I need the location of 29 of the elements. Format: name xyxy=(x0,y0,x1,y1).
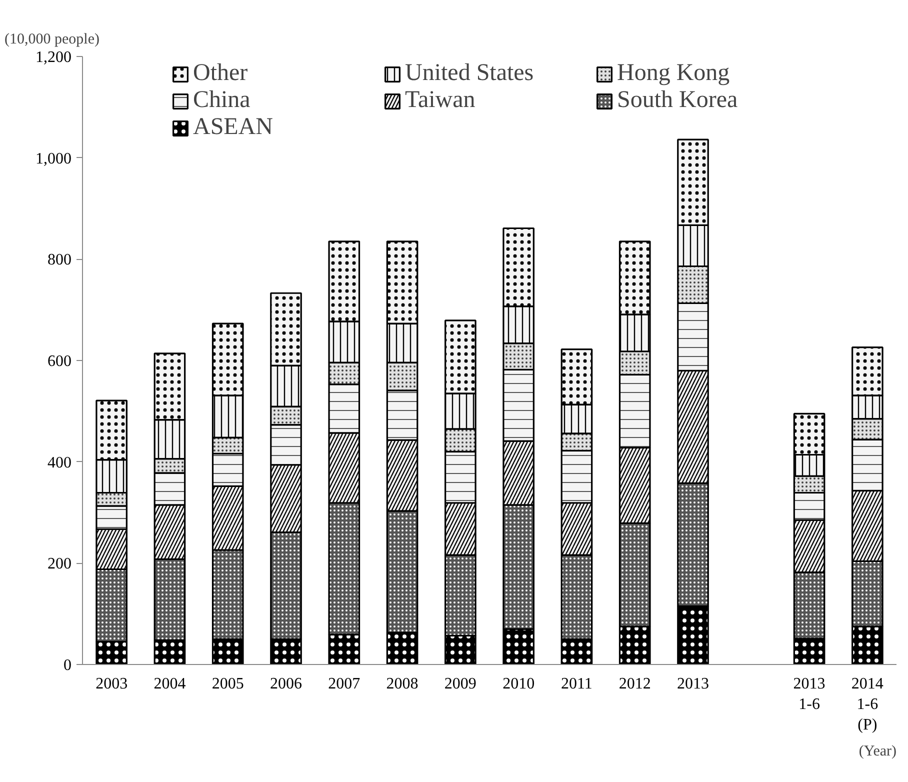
y-tick-label: 400 xyxy=(48,454,72,472)
x-tick-label: 2011 xyxy=(561,676,592,692)
x-tick-label: 2008 xyxy=(386,676,418,692)
legend-label: Hong Kong xyxy=(617,60,731,87)
y-tick-label: 800 xyxy=(48,252,72,269)
y-axis-title: (10,000 people) xyxy=(4,32,100,48)
y-tick-label: 600 xyxy=(48,353,72,370)
legend-label: South Korea xyxy=(617,87,739,114)
x-tick-label: 2014 1-6 (P) xyxy=(851,676,884,734)
y-tick-label: 200 xyxy=(48,556,72,573)
legend-label: Other xyxy=(193,60,249,87)
legend-label: China xyxy=(193,87,252,114)
x-tick-label: 2006 xyxy=(270,676,302,692)
text: (Year) xyxy=(858,744,897,760)
legend-label: United States xyxy=(405,60,535,87)
x-tick-label: 2013 1-6 xyxy=(793,676,826,713)
y-tick-label: 1,000 xyxy=(36,150,72,168)
y-tick-label: 0 xyxy=(64,657,72,674)
x-tick-label: 2003 xyxy=(96,676,128,692)
x-tick-label: 2010 xyxy=(502,676,535,692)
legend-label: ASEAN xyxy=(193,114,274,141)
x-tick-label: 2004 xyxy=(154,676,186,692)
x-tick-label: 2009 xyxy=(444,676,476,692)
legend-label: Taiwan xyxy=(405,87,476,114)
y-tick-label: 1,200 xyxy=(36,49,72,66)
x-tick-label: 2012 xyxy=(618,676,651,692)
x-tick-label: 2005 xyxy=(212,676,244,692)
x-tick-label: 2007 xyxy=(328,676,360,692)
x-tick-label: 2013 xyxy=(677,676,709,692)
